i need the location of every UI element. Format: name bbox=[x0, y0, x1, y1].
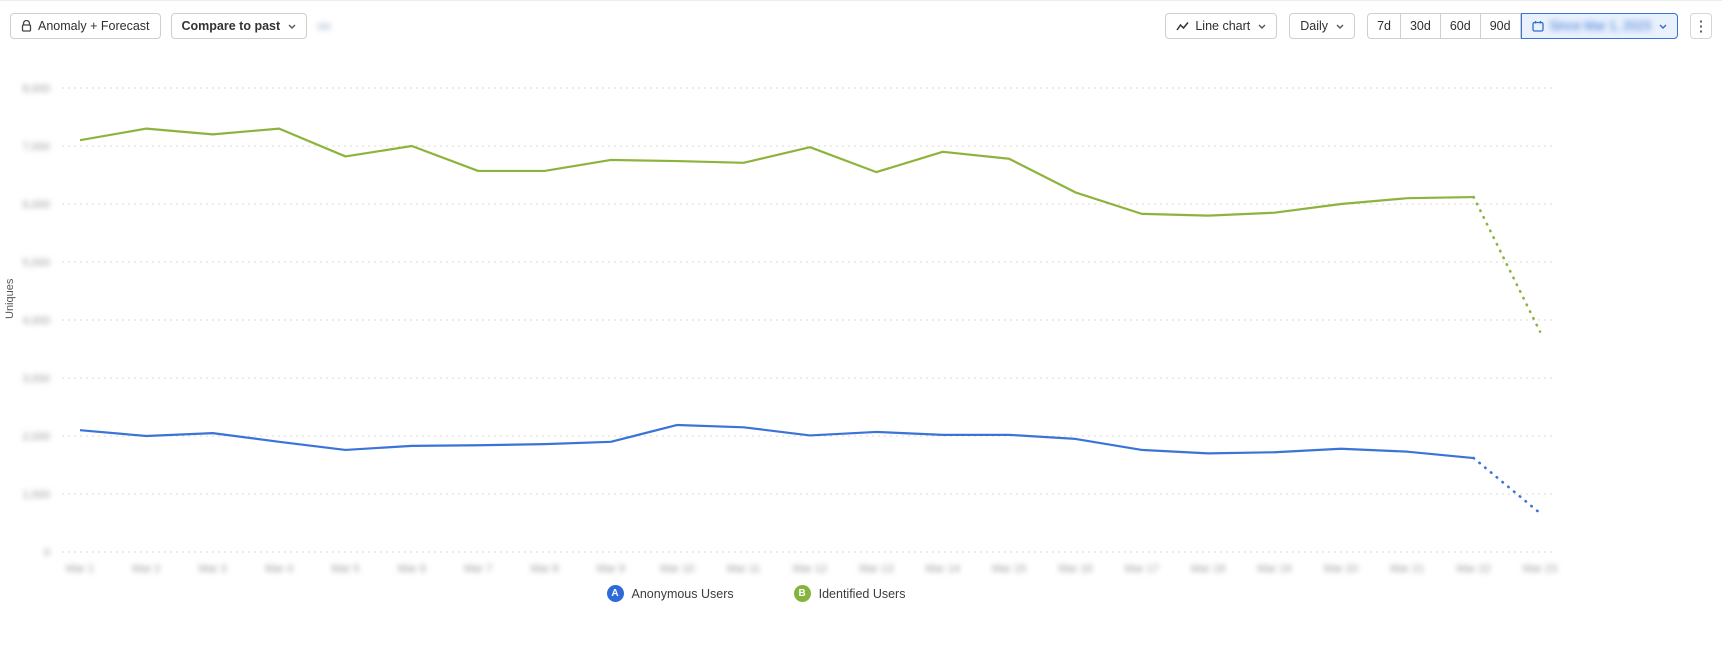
chevron-down-icon bbox=[1659, 24, 1667, 29]
chart-type-dropdown[interactable]: Line chart bbox=[1165, 13, 1278, 39]
svg-text:8,000: 8,000 bbox=[22, 83, 50, 95]
granularity-dropdown[interactable]: Daily bbox=[1289, 13, 1356, 39]
svg-text:Mar 7: Mar 7 bbox=[464, 563, 492, 575]
svg-text:Mar 20: Mar 20 bbox=[1324, 563, 1358, 575]
compare-to-past-label: Compare to past bbox=[181, 19, 281, 33]
svg-text:4,000: 4,000 bbox=[22, 315, 50, 327]
svg-text:1,000: 1,000 bbox=[22, 489, 50, 501]
svg-text:Mar 18: Mar 18 bbox=[1191, 563, 1225, 575]
legend-item-identified-users[interactable]: B Identified Users bbox=[793, 585, 906, 602]
svg-text:Mar 8: Mar 8 bbox=[530, 563, 558, 575]
svg-text:3,000: 3,000 bbox=[22, 373, 50, 385]
svg-text:Mar 3: Mar 3 bbox=[199, 563, 227, 575]
svg-text:Mar 1: Mar 1 bbox=[66, 563, 94, 575]
svg-text:Mar 14: Mar 14 bbox=[926, 563, 960, 575]
range-30d-button[interactable]: 30d bbox=[1400, 13, 1441, 39]
toolbar-left: Anomaly + Forecast Compare to past bbox=[10, 13, 332, 39]
compare-to-past-button[interactable]: Compare to past bbox=[170, 13, 308, 39]
svg-text:7,000: 7,000 bbox=[22, 141, 50, 153]
svg-text:0: 0 bbox=[44, 547, 50, 559]
toolbar-right: Line chart Daily 7d 30d 60d 90d bbox=[1165, 13, 1712, 39]
svg-text:Mar 22: Mar 22 bbox=[1457, 563, 1491, 575]
legend-label: Identified Users bbox=[818, 586, 906, 601]
legend-item-anonymous-users[interactable]: A Anonymous Users bbox=[606, 585, 734, 602]
svg-text:Mar 9: Mar 9 bbox=[597, 563, 625, 575]
svg-text:Mar 17: Mar 17 bbox=[1125, 563, 1159, 575]
svg-text:5,000: 5,000 bbox=[22, 257, 50, 269]
svg-text:Mar 5: Mar 5 bbox=[331, 563, 359, 575]
chevron-down-icon bbox=[1336, 24, 1344, 29]
svg-text:Mar 10: Mar 10 bbox=[660, 563, 694, 575]
chevron-down-icon bbox=[288, 24, 296, 29]
custom-date-range-button[interactable]: Since Mar 1, 2023 bbox=[1520, 13, 1678, 39]
svg-text:Mar 15: Mar 15 bbox=[992, 563, 1026, 575]
date-range-segmented-control: 7d 30d 60d 90d Since Mar 1, 2023 bbox=[1367, 13, 1678, 39]
svg-text:Mar 12: Mar 12 bbox=[793, 563, 827, 575]
series-badge-b: B bbox=[793, 585, 811, 602]
range-60d-button[interactable]: 60d bbox=[1440, 13, 1481, 39]
svg-text:Mar 6: Mar 6 bbox=[398, 563, 426, 575]
more-options-button[interactable]: ⋮ bbox=[1690, 13, 1712, 39]
svg-text:Mar 4: Mar 4 bbox=[265, 563, 293, 575]
chart-type-label: Line chart bbox=[1195, 19, 1251, 33]
range-90d-button[interactable]: 90d bbox=[1480, 13, 1521, 39]
svg-text:Mar 19: Mar 19 bbox=[1257, 563, 1291, 575]
calendar-icon bbox=[1531, 20, 1544, 32]
toolbar: Anomaly + Forecast Compare to past Line … bbox=[0, 1, 1722, 51]
anomaly-forecast-label: Anomaly + Forecast bbox=[38, 19, 150, 33]
redacted-smudge bbox=[317, 22, 332, 30]
svg-text:Mar 16: Mar 16 bbox=[1058, 563, 1092, 575]
chevron-down-icon bbox=[1258, 24, 1266, 29]
line-chart-icon bbox=[1176, 21, 1189, 32]
lock-icon bbox=[21, 20, 32, 32]
svg-text:Mar 2: Mar 2 bbox=[132, 563, 160, 575]
series-badge-a: A bbox=[606, 585, 624, 602]
svg-text:Mar 11: Mar 11 bbox=[727, 563, 760, 575]
svg-text:Mar 13: Mar 13 bbox=[859, 563, 893, 575]
anomaly-forecast-button[interactable]: Anomaly + Forecast bbox=[10, 13, 161, 39]
chart-legend: A Anonymous Users B Identified Users bbox=[0, 585, 1722, 602]
svg-text:Mar 23: Mar 23 bbox=[1523, 563, 1557, 575]
range-7d-button[interactable]: 7d bbox=[1367, 13, 1401, 39]
legend-label: Anonymous Users bbox=[631, 586, 734, 601]
date-range-label: Since Mar 1, 2023 bbox=[1549, 19, 1651, 33]
granularity-label: Daily bbox=[1300, 19, 1329, 33]
svg-text:6,000: 6,000 bbox=[22, 199, 50, 211]
svg-text:2,000: 2,000 bbox=[22, 431, 50, 443]
svg-text:Mar 21: Mar 21 bbox=[1390, 563, 1424, 575]
